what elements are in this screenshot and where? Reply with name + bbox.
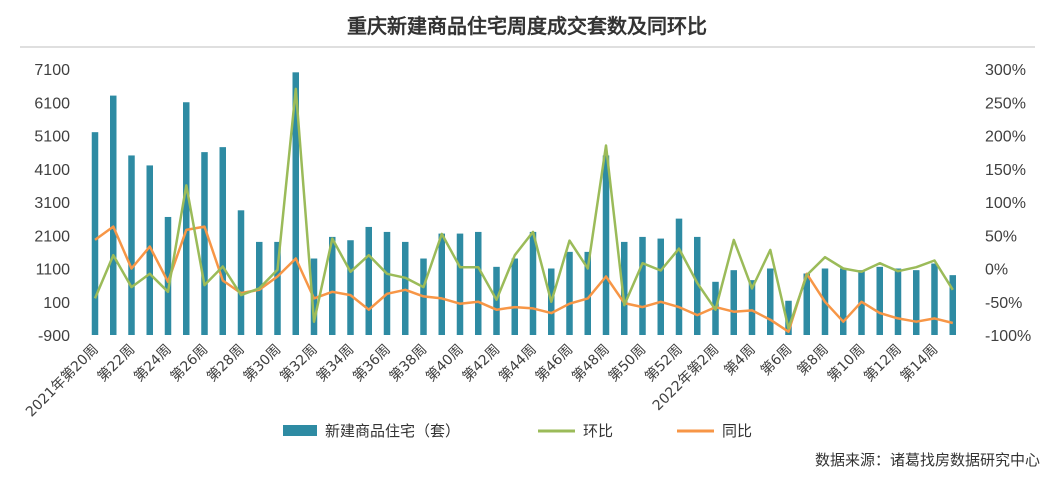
right-tick-label: -100% <box>985 328 1031 345</box>
bar <box>274 241 281 335</box>
bar <box>785 300 792 335</box>
bar <box>383 231 391 335</box>
x-tick-label: 第30周 <box>240 341 284 385</box>
legend-label-mom: 环比 <box>583 422 613 440</box>
right-tick-label: 300% <box>985 62 1026 79</box>
right-tick-label: 50% <box>985 228 1017 245</box>
x-tick-label: 第38周 <box>386 341 430 385</box>
left-tick-label: 3100 <box>34 195 70 212</box>
x-tick-label: 第6周 <box>757 341 795 379</box>
left-tick-label: 100 <box>43 295 70 312</box>
left-tick-label: -900 <box>38 328 70 345</box>
bar <box>292 72 299 335</box>
bar <box>840 268 847 335</box>
legend-swatch-bar <box>283 425 317 436</box>
right-tick-label: 150% <box>985 162 1026 179</box>
bar <box>913 270 920 335</box>
x-tick-label: 2021年第20周 <box>22 341 102 421</box>
bar <box>347 240 354 335</box>
left-tick-label: 7100 <box>34 62 70 79</box>
bar <box>329 236 336 335</box>
bar <box>675 218 683 335</box>
legend: 新建商品住宅（套） 环比 同比 <box>283 422 752 440</box>
x-tick-label: 第40周 <box>422 341 466 385</box>
x-tick-label: 第28周 <box>203 341 247 385</box>
bar <box>657 238 664 335</box>
x-tick-label: 第10周 <box>824 341 868 385</box>
bar <box>694 236 701 335</box>
bar <box>201 152 208 335</box>
right-axis: -100% -50% 0% 50% 100% 150% 200% 250% 300% <box>985 62 1031 345</box>
right-tick-label: 250% <box>985 95 1026 112</box>
bar <box>894 268 902 335</box>
legend-label-bar: 新建商品住宅（套） <box>325 422 460 440</box>
bar <box>128 155 135 335</box>
x-tick-label: 第50周 <box>605 341 649 385</box>
bar <box>803 273 810 335</box>
right-tick-label: 100% <box>985 195 1026 212</box>
bar <box>219 147 226 335</box>
left-axis: -900 100 1100 2100 3100 4100 5100 6100 7100 <box>34 62 70 345</box>
bar <box>949 275 956 335</box>
left-tick-label: 4100 <box>34 162 70 179</box>
bar <box>584 251 591 335</box>
bar <box>164 216 172 335</box>
x-tick-label: 第24周 <box>130 341 174 385</box>
line-mom <box>93 87 954 330</box>
right-tick-label: -50% <box>985 295 1022 312</box>
left-tick-label: 5100 <box>34 129 70 146</box>
left-tick-label: 1100 <box>36 262 71 279</box>
bar <box>365 226 372 335</box>
line-series <box>93 87 954 333</box>
bar-series <box>91 72 956 335</box>
bar <box>402 241 409 335</box>
bar <box>183 102 190 335</box>
bar <box>767 268 774 335</box>
x-tick-label: 第32周 <box>276 341 320 385</box>
bar <box>566 251 573 335</box>
x-tick-label: 第14周 <box>897 341 941 385</box>
bar <box>237 210 245 335</box>
x-tick-label: 第22周 <box>94 341 138 385</box>
bar <box>475 231 482 335</box>
bar <box>876 266 883 335</box>
bar <box>438 233 445 335</box>
left-tick-label: 2100 <box>34 228 70 245</box>
bar <box>511 258 518 335</box>
x-tick-label: 第4周 <box>721 341 759 379</box>
bar <box>110 95 117 335</box>
bar <box>146 165 153 335</box>
bar <box>931 263 938 335</box>
right-tick-label: 200% <box>985 129 1026 146</box>
x-tick-label: 第46周 <box>532 341 576 385</box>
bar <box>529 231 537 335</box>
chart-title: 重庆新建商品住宅周度成交套数及同环比 <box>347 14 707 38</box>
left-tick-label: 6100 <box>34 95 70 112</box>
bar <box>456 233 464 335</box>
bar <box>639 236 646 335</box>
bar <box>602 155 610 335</box>
source-note: 数据来源：诸葛找房数据研究中心 <box>815 451 1040 469</box>
x-tick-label: 第42周 <box>459 341 503 385</box>
right-tick-label: 0% <box>985 262 1008 279</box>
bar <box>91 132 99 335</box>
bar <box>621 241 628 335</box>
x-tick-label: 第26周 <box>167 341 211 385</box>
bar <box>730 270 737 335</box>
x-tick-label: 第44周 <box>495 341 539 385</box>
x-tick-label: 第48周 <box>568 341 612 385</box>
legend-label-yoy: 同比 <box>722 422 752 440</box>
x-axis: 2021年第20周第22周第24周第26周第28周第30周第32周第34周第36… <box>22 341 941 421</box>
x-tick-label: 第34周 <box>313 341 357 385</box>
x-tick-label: 第36周 <box>349 341 393 385</box>
bar <box>748 280 756 335</box>
x-tick-label: 第12周 <box>860 341 904 385</box>
